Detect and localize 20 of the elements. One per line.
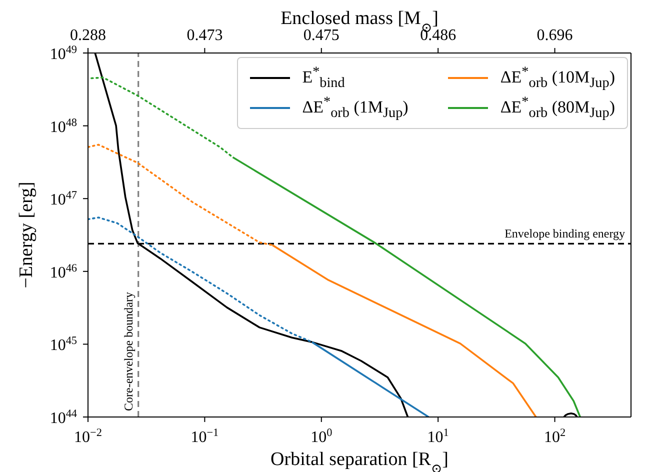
- x-tick-label: 10$^{1}$: [427, 427, 449, 446]
- text: 0.288: [70, 27, 106, 44]
- legend-label: ΔE$^{*}$$_{orb}$ (1M$_{Jup}$): [302, 94, 408, 122]
- x-tick-label: 10$^{0}$: [310, 427, 333, 446]
- ref-line-label: Envelope binding energy: [504, 226, 625, 241]
- text: 0.473: [186, 27, 223, 44]
- y-tick-label: 10$^{45}$: [50, 335, 78, 354]
- y-tick-label: 10$^{47}$: [50, 190, 78, 209]
- y-tick-label: 10$^{44}$: [50, 408, 78, 427]
- text: 0.696: [536, 27, 573, 44]
- x-tick-label: 10$^{−2}$: [74, 427, 102, 446]
- legend-label: ΔE$^{*}$$_{orb}$ (80M$_{Jup}$): [500, 94, 615, 122]
- y-tick-label: 10$^{49}$: [50, 44, 78, 63]
- legend-label: ΔE$^{*}$$_{orb}$ (10M$_{Jup}$): [500, 64, 615, 92]
- y-axis-title: −Energy [erg]: [16, 182, 37, 288]
- x-tick-label: 10$^{2}$: [544, 427, 566, 446]
- y-tick-label: 10$^{46}$: [50, 262, 78, 282]
- ref-line-label: Core-envelope boundary: [121, 292, 136, 411]
- x-tick-label: 10$^{−1}$: [190, 427, 219, 446]
- y-tick-label: 10$^{48}$: [50, 116, 78, 136]
